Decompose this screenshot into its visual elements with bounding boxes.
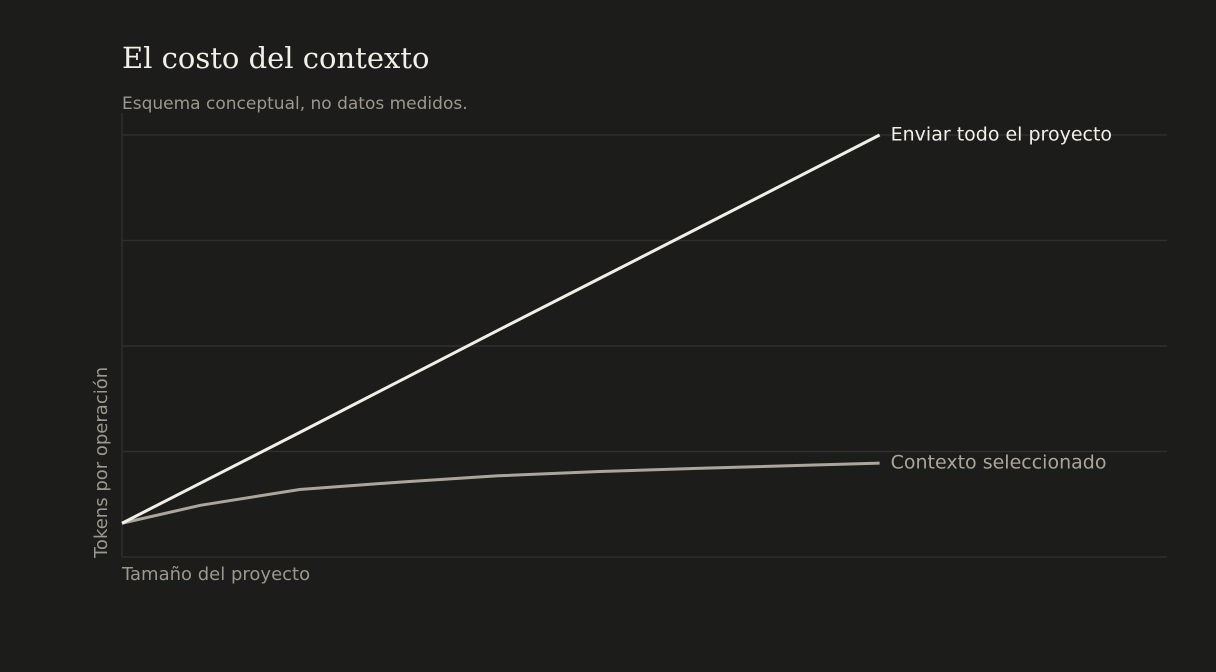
series-label: Enviar todo el proyecto — [891, 124, 1112, 146]
series-line — [121, 461, 880, 525]
series-label: Contexto seleccionado — [891, 452, 1107, 474]
series-line — [121, 133, 881, 525]
chart-title: El costo del contexto — [122, 41, 429, 75]
x-axis-label: Tamaño del proyecto — [121, 564, 310, 585]
y-axis-label: Tokens por operación — [91, 367, 112, 559]
chart-subtitle: Esquema conceptual, no datos medidos. — [122, 94, 468, 114]
